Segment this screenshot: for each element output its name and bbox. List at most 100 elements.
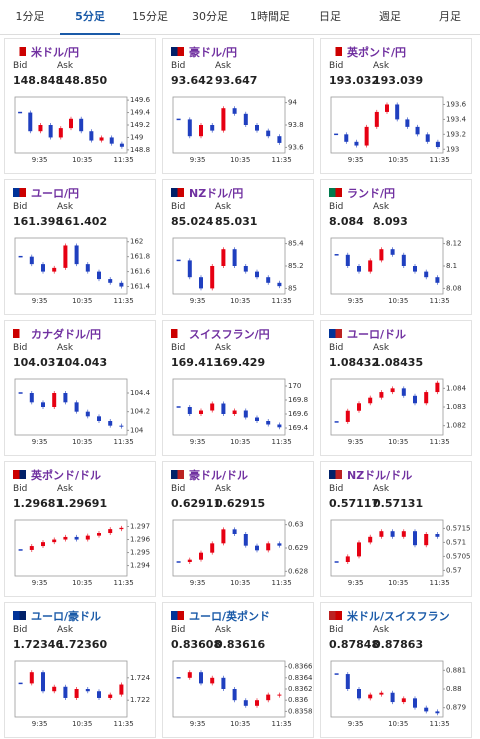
candle xyxy=(97,533,101,536)
candle xyxy=(405,119,410,127)
pair-title[interactable]: ユーロ/ドル xyxy=(347,328,407,341)
candle xyxy=(390,531,395,537)
candle xyxy=(74,689,79,698)
tab[interactable]: 30分足 xyxy=(192,10,228,23)
x-tick-label: 9:35 xyxy=(190,720,206,728)
pair-title[interactable]: ユーロ/英ポンド xyxy=(189,610,271,623)
candle xyxy=(85,535,90,540)
rate-card[interactable]: 豪ドル/ドル Bid Ask 0.62911 0.62915 0.628 0.629 0.63… xyxy=(162,461,314,597)
pair-title[interactable]: 英ポンド/ドル xyxy=(31,469,102,482)
pair-title[interactable]: 英ポンド/円 xyxy=(347,46,407,59)
bid-value: 1.72346 xyxy=(13,638,64,651)
flag-icon xyxy=(13,329,26,338)
y-tick-label: 1.724 xyxy=(130,674,151,682)
ask-label: Ask xyxy=(373,343,390,353)
ask-value: 93.647 xyxy=(215,74,258,87)
bid-value: 1.08432 xyxy=(329,356,380,369)
candle xyxy=(29,393,34,403)
y-tick-label: 0.628 xyxy=(288,567,308,575)
candle xyxy=(435,141,440,148)
candle xyxy=(210,543,215,553)
pair-title[interactable]: 豪ドル/ドル xyxy=(189,469,249,482)
rate-card[interactable]: 英ポンド/円 Bid Ask 193.032 193.039 193 193.2 193.4 1… xyxy=(320,38,472,174)
rate-card[interactable]: NZドル/円 Bid Ask 85.024 85.031 85 85.2 85.4 9:35 10… xyxy=(162,179,314,315)
rate-card[interactable]: 米ドル/スイスフラン Bid Ask 0.87848 0.87863 0.879 0.88 0… xyxy=(320,602,472,738)
y-tick-label: 0.8364 xyxy=(288,674,313,682)
candle xyxy=(69,118,73,129)
y-tick-label: 193.2 xyxy=(446,130,466,138)
tab[interactable]: 1分足 xyxy=(15,10,45,23)
y-tick-label: 94 xyxy=(288,99,297,107)
tab[interactable]: 15分足 xyxy=(132,10,168,23)
pair-title[interactable]: 米ドル/スイスフラン xyxy=(347,610,450,623)
tab[interactable]: 日足 xyxy=(319,10,341,23)
rate-card[interactable]: NZドル/ドル Bid Ask 0.57117 0.57131 0.57 0.5705 0.5… xyxy=(320,461,472,597)
bid-value: 169.413 xyxy=(171,356,222,369)
rate-card[interactable]: ランド/円 Bid Ask 8.084 8.093 8.08 8.1 8.12 9:35 10:3… xyxy=(320,179,472,315)
y-tick-label: 1.295 xyxy=(130,549,150,557)
candle xyxy=(187,559,192,562)
candle xyxy=(232,529,237,534)
x-tick-label: 11:35 xyxy=(430,438,450,446)
tab[interactable]: 月足 xyxy=(439,10,461,23)
candle xyxy=(232,108,237,114)
y-tick-label: 0.571 xyxy=(446,538,466,546)
tab[interactable]: 週足 xyxy=(379,10,401,23)
rate-card[interactable]: ユーロ/豪ドル Bid Ask 1.72346 1.72360 1.722 1.724 9:3… xyxy=(4,602,156,738)
x-tick-label: 10:35 xyxy=(230,579,250,587)
rate-card[interactable]: カナダドル/円 Bid Ask 104.037 104.043 104 104.2 104.4… xyxy=(4,320,156,456)
candle xyxy=(232,249,237,266)
candle xyxy=(424,707,429,712)
pair-title[interactable]: NZドル/ドル xyxy=(347,469,413,482)
mini-chart: 0.879 0.88 0.881 9:35 10:35 11:35 xyxy=(330,660,466,728)
flag-icon xyxy=(171,470,184,479)
y-tick-label: 1.084 xyxy=(446,384,467,392)
rate-card[interactable]: スイスフラン/円 Bid Ask 169.413 169.429 169.4 169.6 16… xyxy=(162,320,314,456)
x-tick-label: 9:35 xyxy=(32,297,48,305)
rate-card[interactable]: ユーロ/円 Bid Ask 161.398 161.402 161.4 161.6 161.8… xyxy=(4,179,156,315)
rate-card[interactable]: ユーロ/ドル Bid Ask 1.08432 1.08435 1.082 1.083 1.08… xyxy=(320,320,472,456)
x-tick-label: 9:35 xyxy=(32,579,48,587)
candle xyxy=(255,700,259,706)
candle xyxy=(243,534,248,546)
mini-chart: 161.4 161.6 161.8 162 9:35 10:35 11:35 xyxy=(14,237,151,305)
x-tick-label: 10:35 xyxy=(388,579,408,587)
candle xyxy=(368,260,373,272)
flag-icon xyxy=(329,188,342,197)
x-tick-label: 9:35 xyxy=(32,720,48,728)
pair-title[interactable]: NZドル/円 xyxy=(189,187,244,200)
pair-title[interactable]: 豪ドル/円 xyxy=(189,46,238,59)
pair-title[interactable]: カナダドル/円 xyxy=(31,328,102,341)
tab[interactable]: 5分足 xyxy=(60,0,120,35)
candle xyxy=(199,125,203,137)
y-tick-label: 8.1 xyxy=(446,262,457,270)
tab[interactable]: 1時間足 xyxy=(250,10,290,23)
y-tick-label: 169.4 xyxy=(288,424,309,432)
bid-label: Bid xyxy=(329,202,344,212)
pair-title[interactable]: スイスフラン/円 xyxy=(189,328,270,341)
pair-title[interactable]: 米ドル/円 xyxy=(31,46,80,59)
rate-card[interactable]: 米ドル/円 Bid Ask 148.848 148.850 148.8 149 149.2 14… xyxy=(4,38,156,174)
ask-value: 0.83616 xyxy=(215,638,266,651)
rate-card[interactable]: 豪ドル/円 Bid Ask 93.642 93.647 93.6 93.8 94 9:35 10:… xyxy=(162,38,314,174)
candle xyxy=(364,126,369,146)
x-tick-label: 10:35 xyxy=(388,297,408,305)
y-tick-label: 1.083 xyxy=(446,403,466,411)
x-tick-label: 11:35 xyxy=(272,438,292,446)
bid-value: 8.084 xyxy=(329,215,364,228)
rate-card[interactable]: 英ポンド/ドル Bid Ask 1.29681 1.29691 1.294 1.295 1.2… xyxy=(4,461,156,597)
candle xyxy=(255,125,259,131)
flag-icon xyxy=(329,329,342,338)
x-tick-label: 10:35 xyxy=(72,438,92,446)
y-tick-label: 0.5715 xyxy=(446,524,471,532)
candle xyxy=(277,282,282,287)
rate-card[interactable]: ユーロ/英ポンド Bid Ask 0.83608 0.83616 0.8358 0.836 0… xyxy=(162,602,314,738)
flag-icon xyxy=(171,188,184,197)
bid-label: Bid xyxy=(171,484,186,494)
bid-label: Bid xyxy=(171,343,186,353)
x-tick-label: 11:35 xyxy=(114,579,134,587)
bid-value: 93.642 xyxy=(171,74,214,87)
pair-title[interactable]: ランド/円 xyxy=(347,187,396,200)
pair-title[interactable]: ユーロ/円 xyxy=(31,187,80,200)
pair-title[interactable]: ユーロ/豪ドル xyxy=(31,610,102,623)
